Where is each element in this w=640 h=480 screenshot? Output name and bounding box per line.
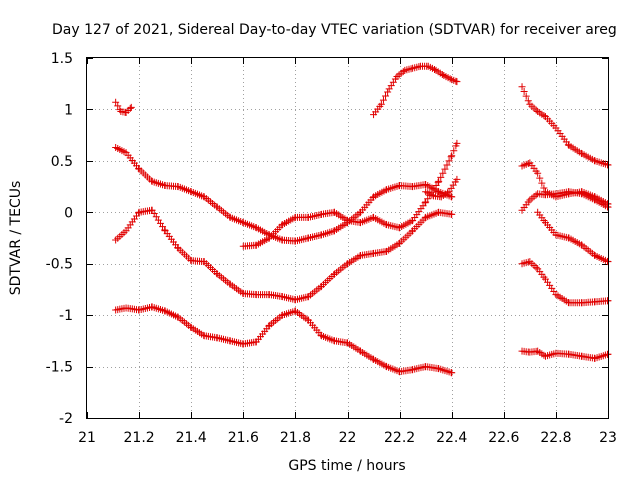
y-tick-label: 1.5 [51, 51, 73, 67]
x-tick-label: 21.2 [124, 430, 155, 446]
x-tick-label: 21 [78, 430, 96, 446]
data-point [453, 78, 461, 86]
data-point [447, 153, 455, 161]
data-point [538, 179, 546, 187]
data-point [112, 98, 120, 106]
data-point [161, 226, 169, 234]
x-tick-label: 22 [339, 430, 357, 446]
data-point [520, 87, 528, 95]
data-point [448, 193, 456, 201]
data-point [532, 263, 540, 271]
data-point [439, 169, 447, 177]
y-tick-label: -1.5 [46, 360, 73, 376]
data-point [453, 175, 461, 183]
y-tick-label: -1 [59, 308, 73, 324]
data-point [384, 88, 392, 96]
y-tick-label: 0.5 [51, 154, 73, 170]
data-point [448, 152, 456, 160]
series-arc-4 [112, 303, 456, 377]
y-axis: -2 -1.5 -1 -0.5 0 0.5 1 1.5 [46, 51, 608, 427]
x-axis: 21 21.2 21.4 21.6 21.8 22 22.2 22.4 22.6 22.8 23 [78, 58, 617, 446]
series-arc-12 [518, 258, 612, 307]
data-point [453, 139, 461, 147]
x-tick-label: 22.4 [436, 430, 467, 446]
data-point [524, 97, 532, 105]
data-point [428, 191, 436, 199]
data-point [435, 177, 443, 185]
data-point [540, 184, 548, 192]
series-arc-1a [112, 98, 135, 117]
series-arc-13 [518, 347, 612, 362]
data-point [524, 160, 532, 168]
series-arc-5 [239, 139, 461, 250]
data-points [112, 62, 612, 377]
data-point [536, 174, 544, 182]
plot-frame [86, 57, 609, 419]
series-arc-8 [518, 83, 612, 169]
data-point [534, 169, 542, 177]
data-point [114, 102, 122, 110]
x-tick-label: 22.2 [384, 430, 415, 446]
data-point [518, 83, 526, 91]
x-tick-label: 21.8 [280, 430, 311, 446]
data-point [127, 103, 135, 111]
y-tick-label: -2 [59, 411, 73, 427]
y-tick-label: 0 [64, 205, 73, 221]
data-point [438, 70, 446, 78]
data-point [446, 75, 454, 83]
data-point [379, 96, 387, 104]
series-arc-2 [112, 143, 456, 245]
data-point [522, 92, 530, 100]
data-point [434, 178, 442, 186]
data-point [444, 189, 452, 197]
data-point [441, 165, 449, 173]
x-tick-label: 21.6 [228, 430, 259, 446]
data-point [399, 68, 407, 76]
data-point [450, 147, 458, 155]
data-point [126, 104, 134, 112]
y-tick-label: -0.5 [46, 257, 73, 273]
y-tick-label: 1 [64, 102, 73, 118]
y-axis-label: SDTVAR / TECUs [8, 181, 24, 296]
series-arc-11 [534, 208, 612, 266]
x-tick-label: 23 [599, 430, 617, 446]
series-arc-7 [422, 175, 461, 201]
data-point [448, 369, 456, 377]
chart-title: Day 127 of 2021, Sidereal Day-to-day VTE… [52, 22, 617, 38]
data-point [532, 191, 540, 199]
data-point [448, 210, 456, 218]
data-point [431, 66, 439, 74]
series-arc-10 [518, 188, 612, 214]
grid [87, 58, 608, 418]
data-point [532, 106, 540, 114]
data-point [421, 199, 429, 207]
series-arc-6 [370, 62, 461, 119]
data-point [382, 92, 390, 100]
x-tick-label: 21.4 [176, 430, 207, 446]
x-tick-label: 22.6 [488, 430, 519, 446]
x-tick-label: 22.8 [540, 430, 571, 446]
data-point [445, 157, 453, 165]
data-point [443, 161, 451, 169]
series-arc-3 [112, 206, 456, 304]
data-point [377, 100, 385, 108]
data-point [437, 173, 445, 181]
data-point [540, 112, 548, 120]
x-axis-label: GPS time / hours [288, 458, 405, 474]
